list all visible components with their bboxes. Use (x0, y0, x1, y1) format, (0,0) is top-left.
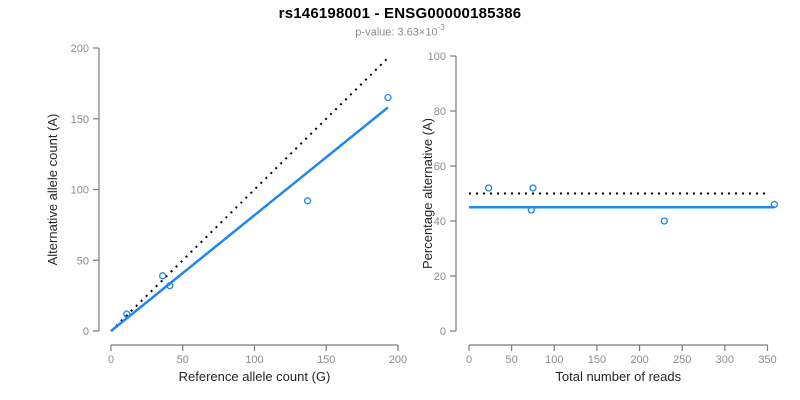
y-tick-label: 80 (434, 106, 446, 118)
y-tick-label: 20 (434, 271, 446, 283)
x-tick-label: 150 (317, 354, 335, 366)
x-tick-label: 100 (245, 354, 263, 366)
x-tick-label: 150 (588, 354, 606, 366)
x-tick-label: 250 (673, 354, 691, 366)
x-axis: 0 50 100 150 200 250 300 350 (466, 344, 777, 366)
data-point (166, 282, 174, 290)
y-tick-label: 100 (428, 51, 446, 63)
y-tick-label: 0 (440, 326, 446, 338)
percentage-plot: 0 20 40 60 80 100 0 50 100 150 200 250 300 350 Total n… (420, 51, 778, 384)
x-tick-label: 0 (466, 354, 472, 366)
x-axis-title: Total number of reads (555, 369, 681, 384)
p-value-subtitle: p-value: 3.63×10-3 (0, 23, 800, 39)
page-title: rs146198001 - ENSG00000185386 (278, 5, 522, 22)
x-tick-label: 350 (758, 354, 776, 366)
fit-line (110, 106, 389, 332)
x-tick-label: 300 (716, 354, 734, 366)
y-tick-label: 60 (434, 161, 446, 173)
y-tick-label: 50 (77, 255, 89, 267)
y-tick-label: 200 (71, 43, 89, 55)
data-point (384, 93, 392, 102)
y-tick-label: 0 (83, 326, 89, 338)
x-axis-title: Reference allele count (G) (179, 369, 331, 384)
y-axis-title: Alternative allele count (A) (45, 114, 60, 266)
y-tick-label: 100 (71, 185, 89, 197)
x-tick-label: 50 (506, 354, 518, 366)
x-tick-label: 200 (389, 354, 407, 366)
x-tick-label: 50 (177, 354, 189, 366)
y-axis: 0 20 40 60 80 100 (428, 51, 457, 338)
data-point (529, 184, 537, 192)
y-tick-label: 40 (434, 216, 446, 228)
data-point (159, 272, 167, 280)
p-value-exponent: -3 (437, 23, 445, 32)
x-axis: 0 50 100 150 200 (108, 344, 407, 366)
identity-line (110, 58, 388, 332)
data-point (123, 310, 131, 318)
data-point (527, 206, 535, 214)
y-axis: 0 50 100 150 200 (71, 43, 100, 338)
allele-count-plot: 0 50 100 150 200 0 50 100 150 200 Reference allele… (45, 43, 407, 384)
p-value-text: p-value: 3.63×10 (355, 26, 438, 39)
x-tick-label: 200 (630, 354, 648, 366)
y-axis-title: Percentage alternative (A) (420, 118, 435, 269)
data-point (303, 197, 312, 205)
data-point (770, 200, 778, 209)
data-point (660, 217, 668, 225)
x-tick-label: 100 (545, 354, 563, 366)
data-point (484, 184, 493, 192)
y-tick-label: 150 (71, 114, 89, 126)
x-tick-label: 0 (108, 354, 114, 366)
